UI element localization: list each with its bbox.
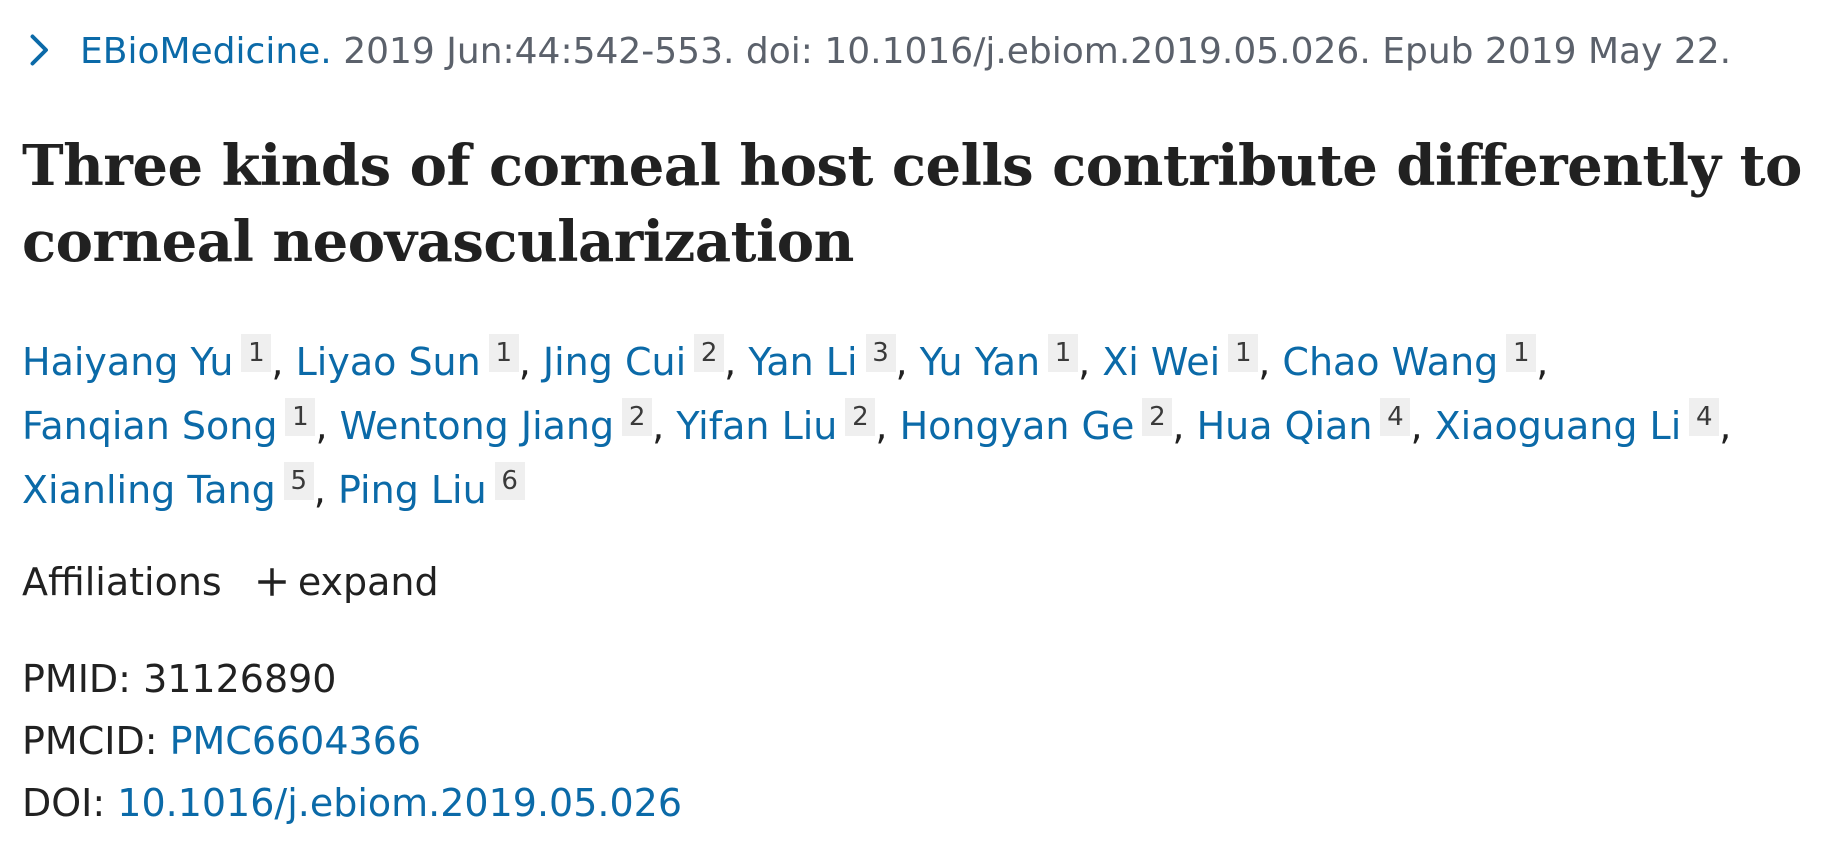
doi-row: DOI: 10.1016/j.ebiom.2019.05.026: [22, 772, 682, 834]
citation-details: 2019 Jun:44:542-553. doi: 10.1016/j.ebio…: [331, 31, 1732, 72]
author-name-link[interactable]: Xiaoguang Li: [1434, 404, 1682, 448]
author-separator: ,: [724, 340, 737, 384]
affiliation-number-badge[interactable]: 2: [845, 398, 876, 436]
author-separator: ,: [518, 340, 531, 384]
pmcid-link[interactable]: PMC6604366: [169, 719, 422, 763]
affiliation-number-badge[interactable]: 4: [1689, 398, 1720, 436]
author-separator: ,: [1078, 340, 1091, 384]
author-name-link[interactable]: Xi Wei: [1102, 340, 1221, 384]
affiliation-number-badge[interactable]: 1: [285, 398, 316, 436]
citation-line: EBioMedicine. 2019 Jun:44:542-553. doi: …: [22, 30, 1731, 74]
pmid-label: PMID:: [22, 657, 144, 701]
author-item: Haiyang Yu 1,: [22, 334, 284, 384]
affiliation-number-badge[interactable]: 6: [494, 462, 525, 500]
author-item: Yifan Liu 2,: [676, 398, 888, 448]
author-name-link[interactable]: Jing Cui: [542, 340, 687, 384]
affiliation-number-badge[interactable]: 2: [694, 334, 725, 372]
author-name-link[interactable]: Hongyan Ge: [899, 404, 1135, 448]
journal-link[interactable]: EBioMedicine.: [80, 31, 332, 72]
affiliation-number-badge[interactable]: 5: [283, 462, 314, 500]
author-item: Xi Wei 1,: [1102, 334, 1271, 384]
author-item: Wentong Jiang 2,: [339, 398, 665, 448]
affiliation-number-badge[interactable]: 1: [241, 334, 272, 372]
author-separator: ,: [271, 340, 284, 384]
author-item: Jing Cui 2,: [542, 334, 737, 384]
author-separator: ,: [315, 404, 328, 448]
author-item: Chao Wang 1,: [1282, 334, 1549, 384]
affiliation-number-badge[interactable]: 1: [1228, 334, 1259, 372]
author-name-link[interactable]: Liyao Sun: [295, 340, 481, 384]
affiliation-number-badge[interactable]: 4: [1380, 398, 1411, 436]
chevron-right-icon[interactable]: [22, 32, 58, 68]
author-item: Hua Qian 4,: [1196, 398, 1423, 448]
author-name-link[interactable]: Hua Qian: [1196, 404, 1373, 448]
author-name-link[interactable]: Chao Wang: [1282, 340, 1499, 384]
author-name-link[interactable]: Yu Yan: [919, 340, 1041, 384]
author-item: Yan Li 3,: [748, 334, 908, 384]
author-name-link[interactable]: Fanqian Song: [22, 404, 278, 448]
author-separator: ,: [1536, 340, 1549, 384]
author-name-link[interactable]: Xianling Tang: [22, 468, 276, 512]
author-item: Xianling Tang 5,: [22, 462, 326, 512]
pmid-row: PMID: 31126890: [22, 648, 682, 710]
author-separator: ,: [1410, 404, 1423, 448]
affiliation-number-badge[interactable]: 1: [1048, 334, 1079, 372]
author-separator: ,: [313, 468, 326, 512]
author-item: Hongyan Ge 2,: [899, 398, 1185, 448]
author-item: Liyao Sun 1,: [295, 334, 531, 384]
author-separator: ,: [652, 404, 665, 448]
author-separator: ,: [1172, 404, 1185, 448]
affiliations-section: Affiliations expand: [22, 560, 439, 604]
doi-link[interactable]: 10.1016/j.ebiom.2019.05.026: [117, 781, 682, 825]
affiliation-number-badge[interactable]: 2: [1142, 398, 1173, 436]
author-separator: ,: [895, 340, 908, 384]
author-separator: ,: [1258, 340, 1271, 384]
author-separator: ,: [1719, 404, 1732, 448]
author-name-link[interactable]: Wentong Jiang: [339, 404, 615, 448]
article-title: Three kinds of corneal host cells contri…: [22, 133, 1802, 275]
doi-label: DOI:: [22, 781, 118, 825]
author-item: Yu Yan 1,: [919, 334, 1091, 384]
author-item: Ping Liu 6: [337, 462, 525, 512]
pmcid-row: PMCID: PMC6604366: [22, 710, 682, 772]
author-name-link[interactable]: Ping Liu: [337, 468, 487, 512]
author-item: Fanqian Song 1,: [22, 398, 328, 448]
affiliation-number-badge[interactable]: 1: [488, 334, 519, 372]
affiliation-number-badge[interactable]: 3: [865, 334, 896, 372]
author-name-link[interactable]: Yifan Liu: [676, 404, 838, 448]
affiliations-label: Affiliations: [22, 560, 222, 604]
affiliation-number-badge[interactable]: 1: [1506, 334, 1537, 372]
identifiers: PMID: 31126890 PMCID: PMC6604366 DOI: 10…: [22, 648, 682, 834]
author-item: Xiaoguang Li 4,: [1434, 398, 1732, 448]
expand-label: expand: [297, 560, 439, 604]
pmcid-label: PMCID:: [22, 719, 170, 763]
author-separator: ,: [875, 404, 888, 448]
affiliation-number-badge[interactable]: 2: [622, 398, 653, 436]
author-name-link[interactable]: Yan Li: [748, 340, 858, 384]
author-list: Haiyang Yu 1, Liyao Sun 1, Jing Cui 2, Yan …: [22, 330, 1812, 522]
pmid-value: 31126890: [143, 657, 337, 701]
affiliations-expand-button[interactable]: expand: [256, 560, 439, 604]
author-name-link[interactable]: Haiyang Yu: [22, 340, 234, 384]
plus-icon: [258, 568, 286, 596]
